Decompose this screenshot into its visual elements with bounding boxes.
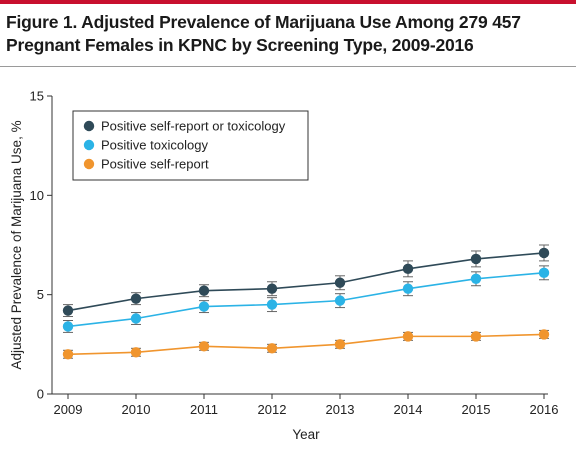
legend-box — [72, 110, 309, 181]
data-point — [130, 347, 142, 358]
y-axis-label: Adjusted Prevalence of Marijuana Use, % — [9, 120, 24, 369]
x-tick-label: 2011 — [190, 402, 218, 417]
figure-title: Figure 1. Adjusted Prevalence of Marijua… — [6, 12, 521, 55]
data-point — [198, 285, 210, 296]
data-point — [538, 329, 550, 340]
legend-entry: Positive toxicology — [101, 138, 208, 153]
data-point — [198, 341, 210, 352]
y-tick-label: 10 — [30, 188, 44, 203]
series-0 — [62, 244, 550, 318]
data-point — [334, 277, 346, 288]
data-point — [130, 313, 142, 324]
x-tick-label: 2013 — [326, 402, 355, 417]
x-tick-label: 2015 — [462, 402, 491, 417]
series-2 — [62, 329, 550, 360]
data-point — [334, 339, 346, 350]
x-tick-label: 2010 — [122, 402, 151, 417]
series-line — [67, 252, 545, 312]
data-point — [538, 267, 550, 279]
series-line — [67, 272, 545, 328]
y-tick-label: 0 — [37, 387, 44, 402]
chart-legend: Positive self-report or toxicology Positi… — [72, 110, 309, 181]
y-tick-label: 15 — [30, 89, 44, 104]
chart-series — [62, 244, 550, 360]
data-point — [130, 293, 142, 304]
title-divider — [0, 66, 576, 67]
y-tick-label: 5 — [37, 287, 44, 302]
data-point — [62, 349, 74, 360]
data-point — [402, 283, 414, 294]
data-point — [62, 305, 74, 316]
chart-axes: 0 5 10 15 2009 2010 2011 2012 2013 2014 2015 2016 — [30, 89, 559, 418]
legend-marker — [83, 158, 95, 170]
series-line — [67, 333, 545, 356]
legend-entry: Positive self-report — [101, 157, 209, 172]
data-point — [198, 301, 210, 312]
data-point — [402, 331, 414, 342]
data-point — [266, 299, 278, 310]
data-point — [470, 273, 482, 284]
legend-marker — [83, 139, 95, 151]
data-point — [62, 321, 74, 332]
data-point — [538, 247, 550, 259]
x-tick-label: 2016 — [530, 402, 559, 417]
x-tick-label: 2014 — [394, 402, 423, 417]
data-point — [470, 253, 482, 265]
series-1 — [62, 265, 550, 333]
data-point — [266, 343, 278, 354]
data-point — [334, 295, 346, 306]
x-axis-label: Year — [292, 427, 320, 442]
data-point — [266, 283, 278, 294]
data-point — [470, 331, 482, 342]
legend-entry: Positive self-report or toxicology — [101, 119, 286, 134]
legend-marker — [83, 120, 95, 132]
data-point — [402, 263, 414, 275]
top-accent-bar — [0, 0, 576, 4]
x-tick-label: 2012 — [258, 402, 287, 417]
x-tick-label: 2009 — [54, 402, 83, 417]
